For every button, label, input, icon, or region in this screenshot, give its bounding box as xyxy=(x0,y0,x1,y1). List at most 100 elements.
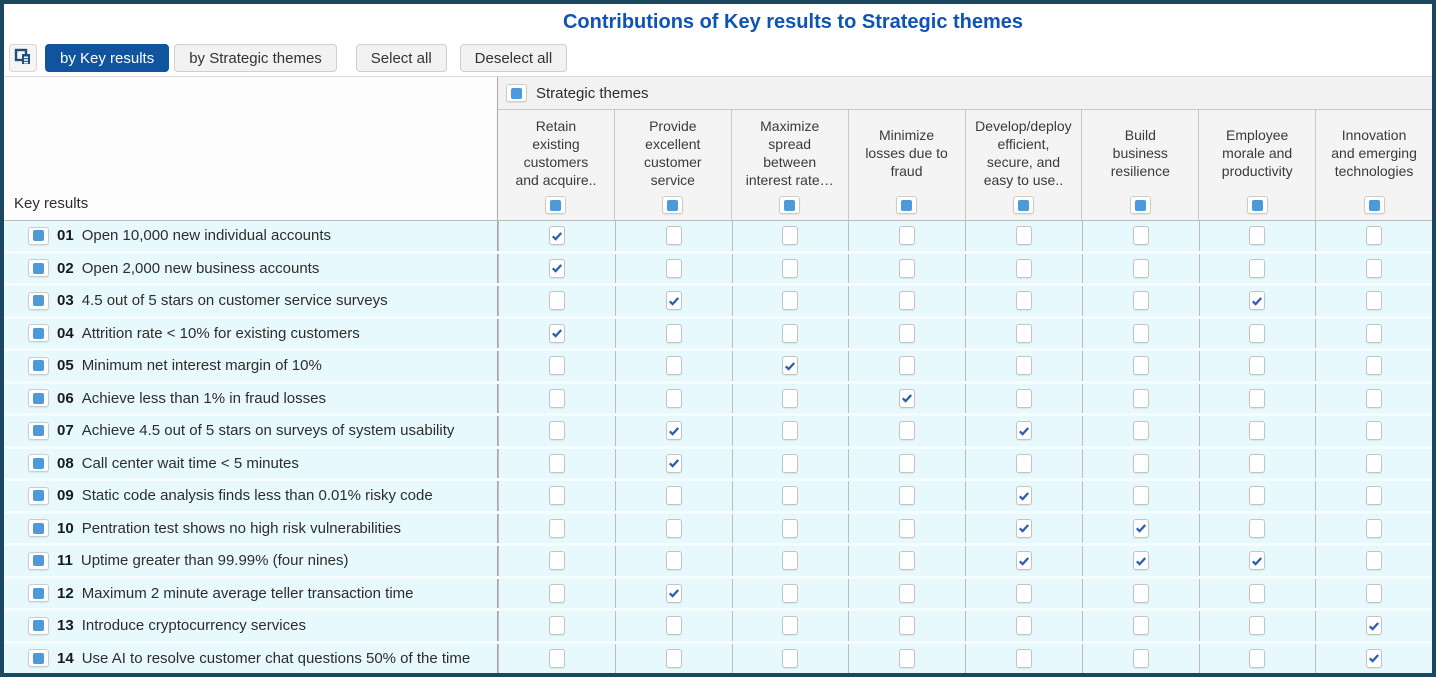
checkbox-unchecked[interactable] xyxy=(899,421,916,441)
checkbox-unchecked[interactable] xyxy=(1249,323,1266,343)
checkbox-unchecked[interactable] xyxy=(1249,648,1266,668)
checkbox-unchecked[interactable] xyxy=(1015,453,1032,473)
checkbox-unchecked[interactable] xyxy=(1015,291,1032,311)
checkbox-unchecked[interactable] xyxy=(1249,486,1266,506)
checkbox-unchecked[interactable] xyxy=(1132,421,1149,441)
checkbox-unchecked[interactable] xyxy=(899,226,916,246)
row-select-button[interactable] xyxy=(28,389,49,408)
checkbox-unchecked[interactable] xyxy=(1366,226,1383,246)
checkbox-unchecked[interactable] xyxy=(899,291,916,311)
checkbox-unchecked[interactable] xyxy=(782,323,799,343)
checkbox-unchecked[interactable] xyxy=(1366,583,1383,603)
checkbox-unchecked[interactable] xyxy=(782,291,799,311)
checkbox-unchecked[interactable] xyxy=(1366,551,1383,571)
column-select-button[interactable] xyxy=(662,196,684,214)
checkbox-unchecked[interactable] xyxy=(782,258,799,278)
checkbox-unchecked[interactable] xyxy=(665,226,682,246)
column-select-button[interactable] xyxy=(1012,196,1034,214)
checkbox-unchecked[interactable] xyxy=(1249,226,1266,246)
row-select-button[interactable] xyxy=(28,291,49,310)
checkbox-checked[interactable] xyxy=(1366,616,1383,636)
checkbox-unchecked[interactable] xyxy=(665,616,682,636)
checkbox-unchecked[interactable] xyxy=(1366,453,1383,473)
row-select-button[interactable] xyxy=(28,616,49,635)
checkbox-unchecked[interactable] xyxy=(1249,356,1266,376)
checkbox-unchecked[interactable] xyxy=(1015,258,1032,278)
checkbox-unchecked[interactable] xyxy=(1015,356,1032,376)
checkbox-unchecked[interactable] xyxy=(782,616,799,636)
row-select-button[interactable] xyxy=(28,356,49,375)
checkbox-checked[interactable] xyxy=(665,583,682,603)
checkbox-checked[interactable] xyxy=(1366,648,1383,668)
checkbox-unchecked[interactable] xyxy=(548,453,565,473)
checkbox-checked[interactable] xyxy=(665,291,682,311)
checkbox-unchecked[interactable] xyxy=(1132,291,1149,311)
checkbox-unchecked[interactable] xyxy=(1132,648,1149,668)
checkbox-unchecked[interactable] xyxy=(1366,421,1383,441)
checkbox-unchecked[interactable] xyxy=(899,486,916,506)
checkbox-checked[interactable] xyxy=(1249,551,1266,571)
checkbox-unchecked[interactable] xyxy=(665,551,682,571)
checkbox-unchecked[interactable] xyxy=(782,388,799,408)
checkbox-checked[interactable] xyxy=(548,226,565,246)
checkbox-unchecked[interactable] xyxy=(782,583,799,603)
checkbox-unchecked[interactable] xyxy=(548,518,565,538)
checkbox-unchecked[interactable] xyxy=(1366,486,1383,506)
checkbox-unchecked[interactable] xyxy=(782,486,799,506)
column-select-button[interactable] xyxy=(896,196,918,214)
checkbox-unchecked[interactable] xyxy=(899,616,916,636)
checkbox-unchecked[interactable] xyxy=(548,616,565,636)
checkbox-unchecked[interactable] xyxy=(1132,388,1149,408)
column-select-button[interactable] xyxy=(1363,196,1385,214)
checkbox-checked[interactable] xyxy=(1015,421,1032,441)
column-select-button[interactable] xyxy=(1246,196,1268,214)
checkbox-unchecked[interactable] xyxy=(899,323,916,343)
checkbox-unchecked[interactable] xyxy=(548,486,565,506)
checkbox-unchecked[interactable] xyxy=(1015,648,1032,668)
row-select-button[interactable] xyxy=(28,454,49,473)
row-select-button[interactable] xyxy=(28,421,49,440)
checkbox-checked[interactable] xyxy=(548,258,565,278)
checkbox-checked[interactable] xyxy=(1132,551,1149,571)
checkbox-unchecked[interactable] xyxy=(1366,291,1383,311)
toolbar-button-deselect-all[interactable]: Deselect all xyxy=(459,44,568,72)
checkbox-unchecked[interactable] xyxy=(1015,226,1032,246)
checkbox-unchecked[interactable] xyxy=(665,388,682,408)
checkbox-unchecked[interactable] xyxy=(1249,616,1266,636)
checkbox-unchecked[interactable] xyxy=(1249,583,1266,603)
checkbox-unchecked[interactable] xyxy=(1132,453,1149,473)
checkbox-unchecked[interactable] xyxy=(665,518,682,538)
checkbox-checked[interactable] xyxy=(665,453,682,473)
checkbox-unchecked[interactable] xyxy=(899,583,916,603)
row-select-button[interactable] xyxy=(28,584,49,603)
checkbox-unchecked[interactable] xyxy=(1015,388,1032,408)
row-select-button[interactable] xyxy=(28,649,49,668)
checkbox-unchecked[interactable] xyxy=(548,388,565,408)
checkbox-unchecked[interactable] xyxy=(1249,453,1266,473)
checkbox-unchecked[interactable] xyxy=(1249,258,1266,278)
toolbar-button-by-strategic-themes[interactable]: by Strategic themes xyxy=(174,44,337,72)
checkbox-unchecked[interactable] xyxy=(782,453,799,473)
checkbox-unchecked[interactable] xyxy=(899,453,916,473)
row-select-button[interactable] xyxy=(28,486,49,505)
checkbox-unchecked[interactable] xyxy=(548,421,565,441)
select-all-themes-button[interactable] xyxy=(506,84,527,102)
checkbox-unchecked[interactable] xyxy=(1132,226,1149,246)
checkbox-unchecked[interactable] xyxy=(665,356,682,376)
row-select-button[interactable] xyxy=(28,324,49,343)
checkbox-unchecked[interactable] xyxy=(782,518,799,538)
checkbox-unchecked[interactable] xyxy=(899,551,916,571)
checkbox-checked[interactable] xyxy=(665,421,682,441)
checkbox-unchecked[interactable] xyxy=(1132,323,1149,343)
checkbox-unchecked[interactable] xyxy=(1015,616,1032,636)
checkbox-unchecked[interactable] xyxy=(1132,583,1149,603)
checkbox-unchecked[interactable] xyxy=(1249,421,1266,441)
checkbox-checked[interactable] xyxy=(782,356,799,376)
checkbox-unchecked[interactable] xyxy=(1366,388,1383,408)
toolbar-button-by-key-results[interactable]: by Key results xyxy=(45,44,170,72)
checkbox-unchecked[interactable] xyxy=(1132,356,1149,376)
checkbox-unchecked[interactable] xyxy=(665,486,682,506)
checkbox-unchecked[interactable] xyxy=(1132,616,1149,636)
checkbox-unchecked[interactable] xyxy=(899,258,916,278)
checkbox-unchecked[interactable] xyxy=(1366,323,1383,343)
